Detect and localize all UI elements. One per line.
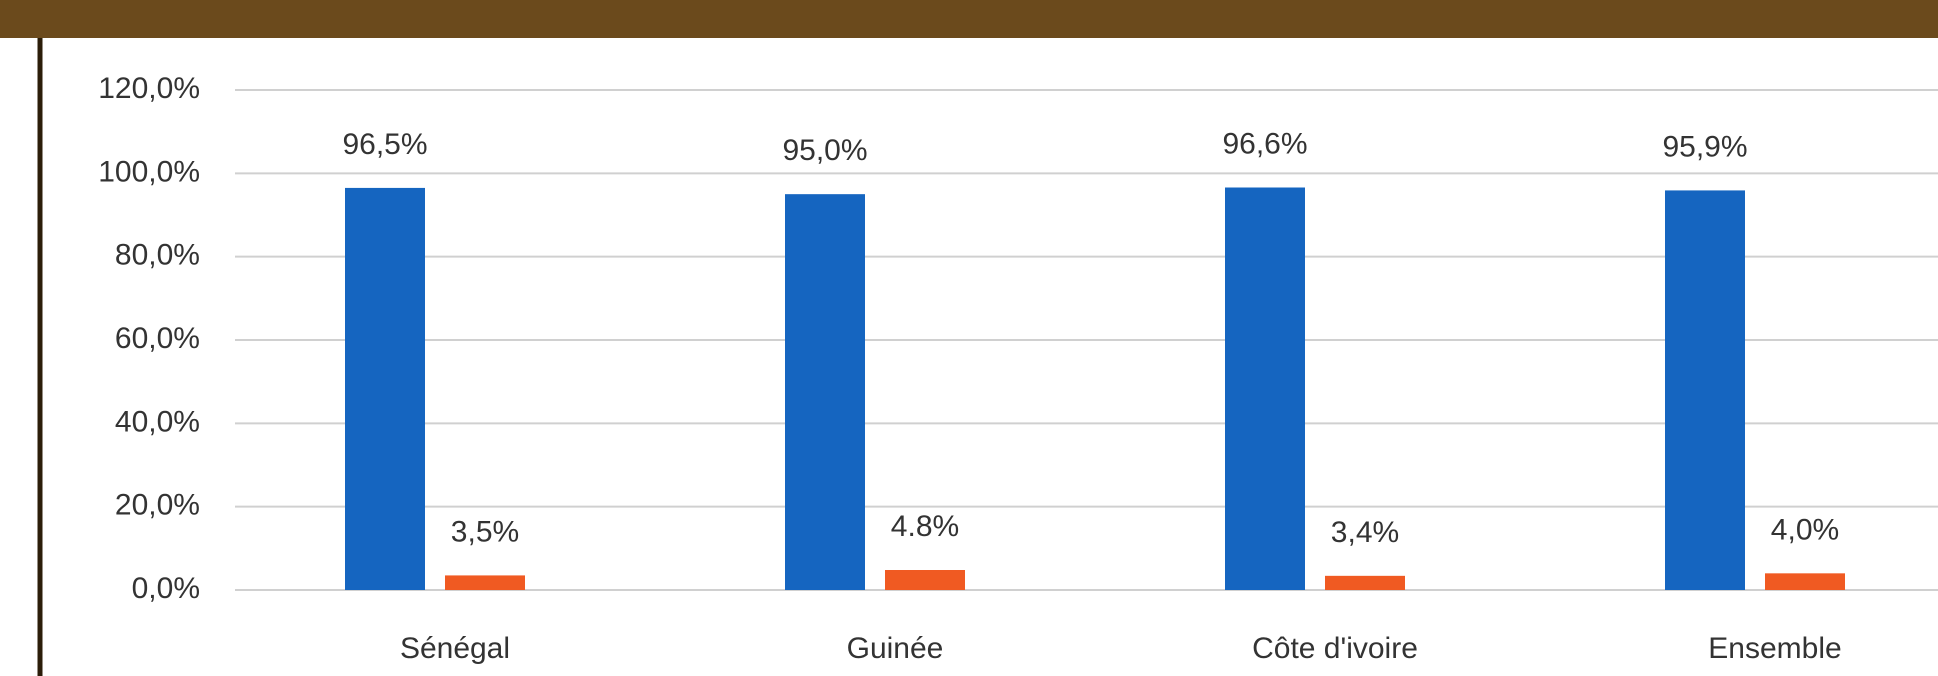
- bar: [785, 194, 865, 590]
- bar: [1765, 573, 1845, 590]
- bar: [445, 575, 525, 590]
- bar: [885, 570, 965, 590]
- y-tick-label: 120,0%: [98, 72, 200, 105]
- header-band: [0, 0, 1938, 38]
- value-label: 4,0%: [1771, 513, 1839, 546]
- x-tick-label: Côte d'ivoire: [1252, 632, 1418, 665]
- y-tick-label: 20,0%: [115, 489, 200, 522]
- bar: [345, 187, 425, 590]
- bar: [1225, 187, 1305, 590]
- value-label: 3,5%: [451, 515, 519, 548]
- bar: [1325, 575, 1405, 590]
- value-label: 95,9%: [1662, 130, 1747, 163]
- y-tick-label: 100,0%: [98, 155, 200, 188]
- value-label: 96,5%: [342, 128, 427, 161]
- y-tick-label: 60,0%: [115, 322, 200, 355]
- x-tick-label: Guinée: [847, 632, 944, 665]
- y-tick-label: 0,0%: [132, 572, 200, 605]
- left-margin: [0, 38, 40, 676]
- bar: [1665, 190, 1745, 590]
- value-label: 4.8%: [891, 510, 959, 543]
- value-label: 95,0%: [782, 134, 867, 167]
- value-label: 96,6%: [1222, 127, 1307, 160]
- y-tick-label: 80,0%: [115, 239, 200, 272]
- x-tick-label: Ensemble: [1708, 632, 1841, 665]
- y-tick-label: 40,0%: [115, 405, 200, 438]
- value-label: 3,4%: [1331, 516, 1399, 549]
- x-tick-label: Sénégal: [400, 632, 510, 665]
